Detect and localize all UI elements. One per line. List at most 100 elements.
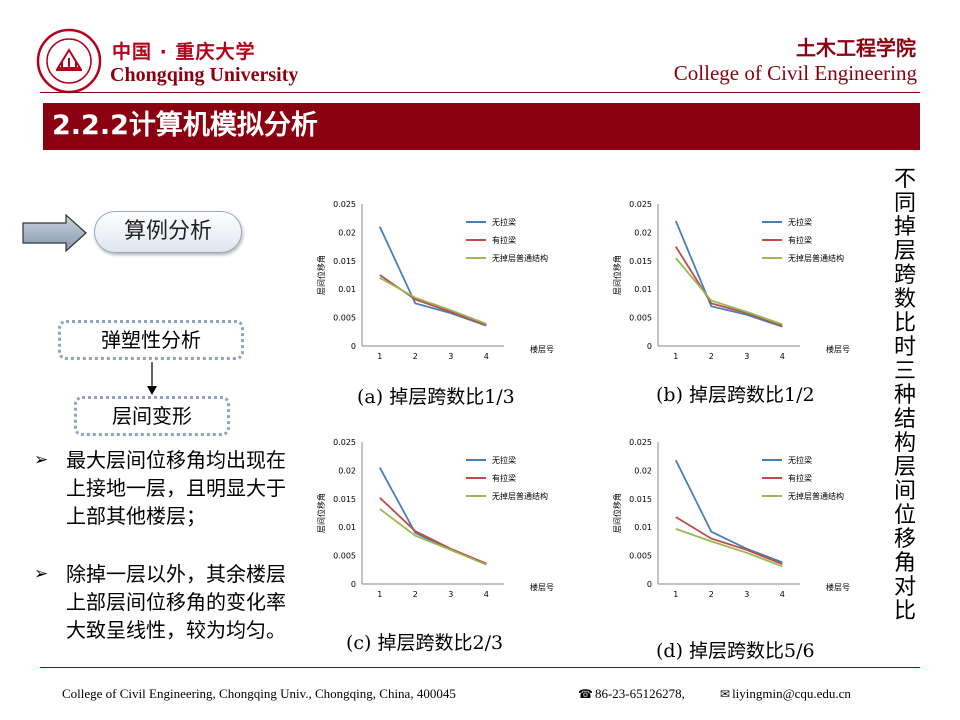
y-tick-label: 0.01 [338,285,356,294]
legend-label: 有拉梁 [492,235,516,245]
x-tick-label: 2 [709,352,714,361]
side-char: 位 [893,503,916,528]
y-tick-label: 0.01 [634,523,652,532]
side-char: 角 [893,551,916,576]
y-tick-label: 0.005 [629,314,652,323]
side-char: 层 [893,239,916,264]
side-char: 跨 [893,263,916,288]
footer-address: College of Civil Engineering, Chongqing … [62,686,456,701]
y-axis-label: 层间位移角 [316,255,326,295]
series-line-1 [379,467,487,565]
chart-a: 0 0.005 0.01 0.015 0.02 0.025 1 2 3 4 楼层号 层间位移角 无拉梁有… [316,200,554,361]
x-tick-label: 2 [413,352,418,361]
y-tick-label: 0.025 [629,438,652,447]
envelope-icon: ✉ [720,687,731,701]
x-axis-label: 楼层号 [826,582,850,592]
x-tick-label: 2 [709,590,714,599]
university-name-en: Chongqing University [110,64,299,86]
legend-label: 无拉梁 [492,217,516,227]
y-tick-label: 0 [647,342,652,351]
y-tick-label: 0.015 [333,257,356,266]
y-tick-label: 0.015 [333,495,356,504]
footer-email: ✉ liyingmin@cqu.edu.cn [720,686,851,702]
y-tick-label: 0.005 [333,314,356,323]
y-tick-label: 0.005 [333,552,356,561]
x-tick-label: 3 [744,590,749,599]
legend-label: 无掉层普通结构 [788,253,844,263]
y-tick-label: 0.02 [338,228,356,237]
series-line-2 [675,516,783,565]
legend-label: 无掉层普通结构 [788,491,844,501]
chart-c-caption: (c) 掉层跨数比2/3 [346,632,504,654]
series-line-3 [379,508,487,566]
side-char: 种 [893,383,916,408]
chart-b: 0 0.005 0.01 0.015 0.02 0.025 1 2 3 4 楼层号 层间位移角 无拉梁有… [612,200,850,361]
series-line-1 [674,220,783,328]
y-tick-label: 0.025 [629,200,652,209]
legend-label: 无掉层普通结构 [492,491,548,501]
x-axis-label: 楼层号 [530,344,554,354]
university-name-cn: 中国 · 重庆大学 [112,41,256,63]
elastoplastic-analysis-box: 弹塑性分析 [58,320,244,360]
x-tick-label: 3 [448,590,453,599]
y-tick-label: 0.02 [634,228,652,237]
right-arrow-icon [22,214,87,252]
series-line-3 [675,257,783,326]
y-tick-label: 0.005 [629,552,652,561]
y-tick-label: 0.025 [333,200,356,209]
college-name-cn: 土木工程学院 [796,36,916,60]
bullet-arrow-icon: ➢ [34,450,49,470]
section-title-bar [43,103,920,150]
y-tick-label: 0 [351,342,356,351]
series-line-1 [674,459,783,564]
y-tick-label: 0.01 [634,285,652,294]
series-line-2 [379,497,487,565]
university-seal-logo [36,28,102,94]
bullet-arrow-icon: ➢ [34,564,49,584]
x-tick-label: 1 [377,590,382,599]
series-line-3 [675,528,783,568]
series-line-3 [379,277,487,325]
y-axis-label: 层间位移角 [316,493,326,533]
y-tick-label: 0 [647,580,652,589]
y-axis-label: 层间位移角 [612,255,622,295]
footer-divider [40,667,920,668]
side-char: 三 [893,359,916,384]
bullet-text: 最大层间位移角均出现在上接地一层，且明显大于上部其他楼层； [66,448,286,528]
y-axis-label: 层间位移角 [612,493,622,533]
bullet-text: 除掉一层以外，其余楼层上部层间位移角的变化率大致呈线性，较为均匀。 [66,562,286,642]
series-line-2 [675,246,783,327]
side-char: 间 [893,479,916,504]
y-tick-label: 0.02 [338,466,356,475]
y-tick-label: 0.015 [629,257,652,266]
x-axis-label: 楼层号 [826,344,850,354]
side-char: 掉 [893,215,916,240]
y-tick-label: 0 [351,580,356,589]
chart-d: 0 0.005 0.01 0.015 0.02 0.025 1 2 3 4 楼层号 层间位移角 无拉梁有… [612,438,850,599]
x-tick-label: 1 [673,590,678,599]
y-tick-label: 0.015 [629,495,652,504]
legend-label: 有拉梁 [788,235,812,245]
chart-a-caption: (a) 掉层跨数比1/3 [357,386,515,408]
phone-number: 86-23-65126278, [594,686,685,701]
x-tick-label: 4 [484,352,489,361]
chart-d-caption: (d) 掉层跨数比5/6 [656,640,815,662]
side-char: 结 [893,407,916,432]
chart-c: 0 0.005 0.01 0.015 0.02 0.025 1 2 3 4 楼层号 层间位移角 无拉梁有… [316,438,554,599]
x-tick-label: 4 [780,590,785,599]
legend-label: 有拉梁 [788,473,812,483]
legend-label: 无拉梁 [492,455,516,465]
side-char: 不 [893,167,916,192]
series-line-1 [378,226,487,327]
x-tick-label: 2 [413,590,418,599]
header-divider [40,92,920,93]
legend-label: 无拉梁 [788,455,812,465]
y-tick-label: 0.01 [338,523,356,532]
side-char: 层 [893,455,916,480]
section-title: 2.2.2计算机模拟分析 [52,110,318,141]
down-arrow-icon [147,362,157,395]
side-char: 构 [893,431,916,456]
y-tick-label: 0.025 [333,438,356,447]
side-char: 时 [893,335,916,360]
x-tick-label: 1 [673,352,678,361]
